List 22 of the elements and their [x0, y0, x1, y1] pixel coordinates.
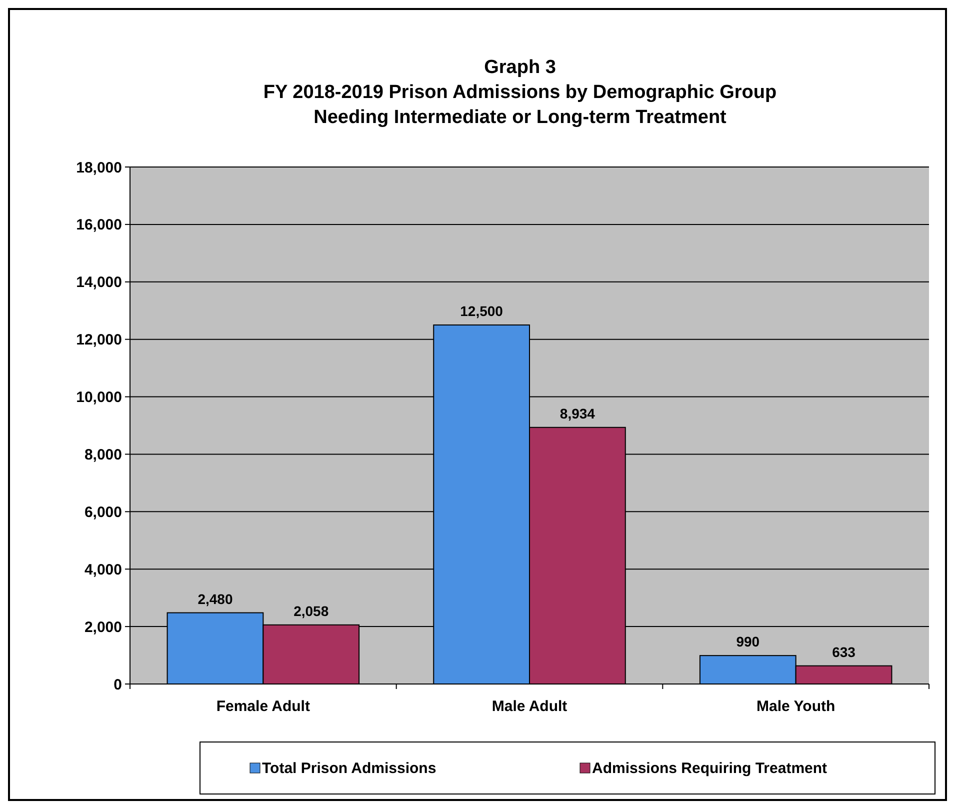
x-tick-label: Male Adult [492, 698, 568, 715]
y-tick-label: 16,000 [76, 216, 122, 234]
y-tick-label: 6,000 [84, 504, 122, 521]
data-label: 2,480 [198, 590, 233, 607]
chart-title: Graph 3 FY 2018-2019 Prison Admissions by Demographic Group Needing Intermediate or Long-term Treatment [263, 57, 777, 128]
legend-label: Total Prison Admissions [262, 760, 436, 777]
data-label: 633 [832, 644, 856, 660]
data-label: 2,058 [294, 602, 329, 619]
y-tick-label: 2,000 [84, 618, 122, 636]
y-tick-label: 10,000 [76, 389, 122, 406]
x-tick-label: Male Youth [756, 698, 836, 715]
data-label: 990 [736, 634, 760, 650]
y-tick-label: 0 [114, 676, 122, 694]
y-tick-label: 8,000 [84, 446, 122, 464]
y-tick-label: 12,000 [76, 332, 122, 349]
data-label: 8,934 [560, 405, 596, 422]
data-label: 12,500 [460, 302, 504, 319]
y-tick-label: 4,000 [84, 561, 122, 578]
legend-label: Admissions Requiring Treatment [592, 760, 828, 777]
y-tick-label: 14,000 [76, 274, 122, 292]
y-tick-label: 18,000 [76, 159, 122, 176]
x-tick-label: Female Adult [216, 698, 310, 715]
